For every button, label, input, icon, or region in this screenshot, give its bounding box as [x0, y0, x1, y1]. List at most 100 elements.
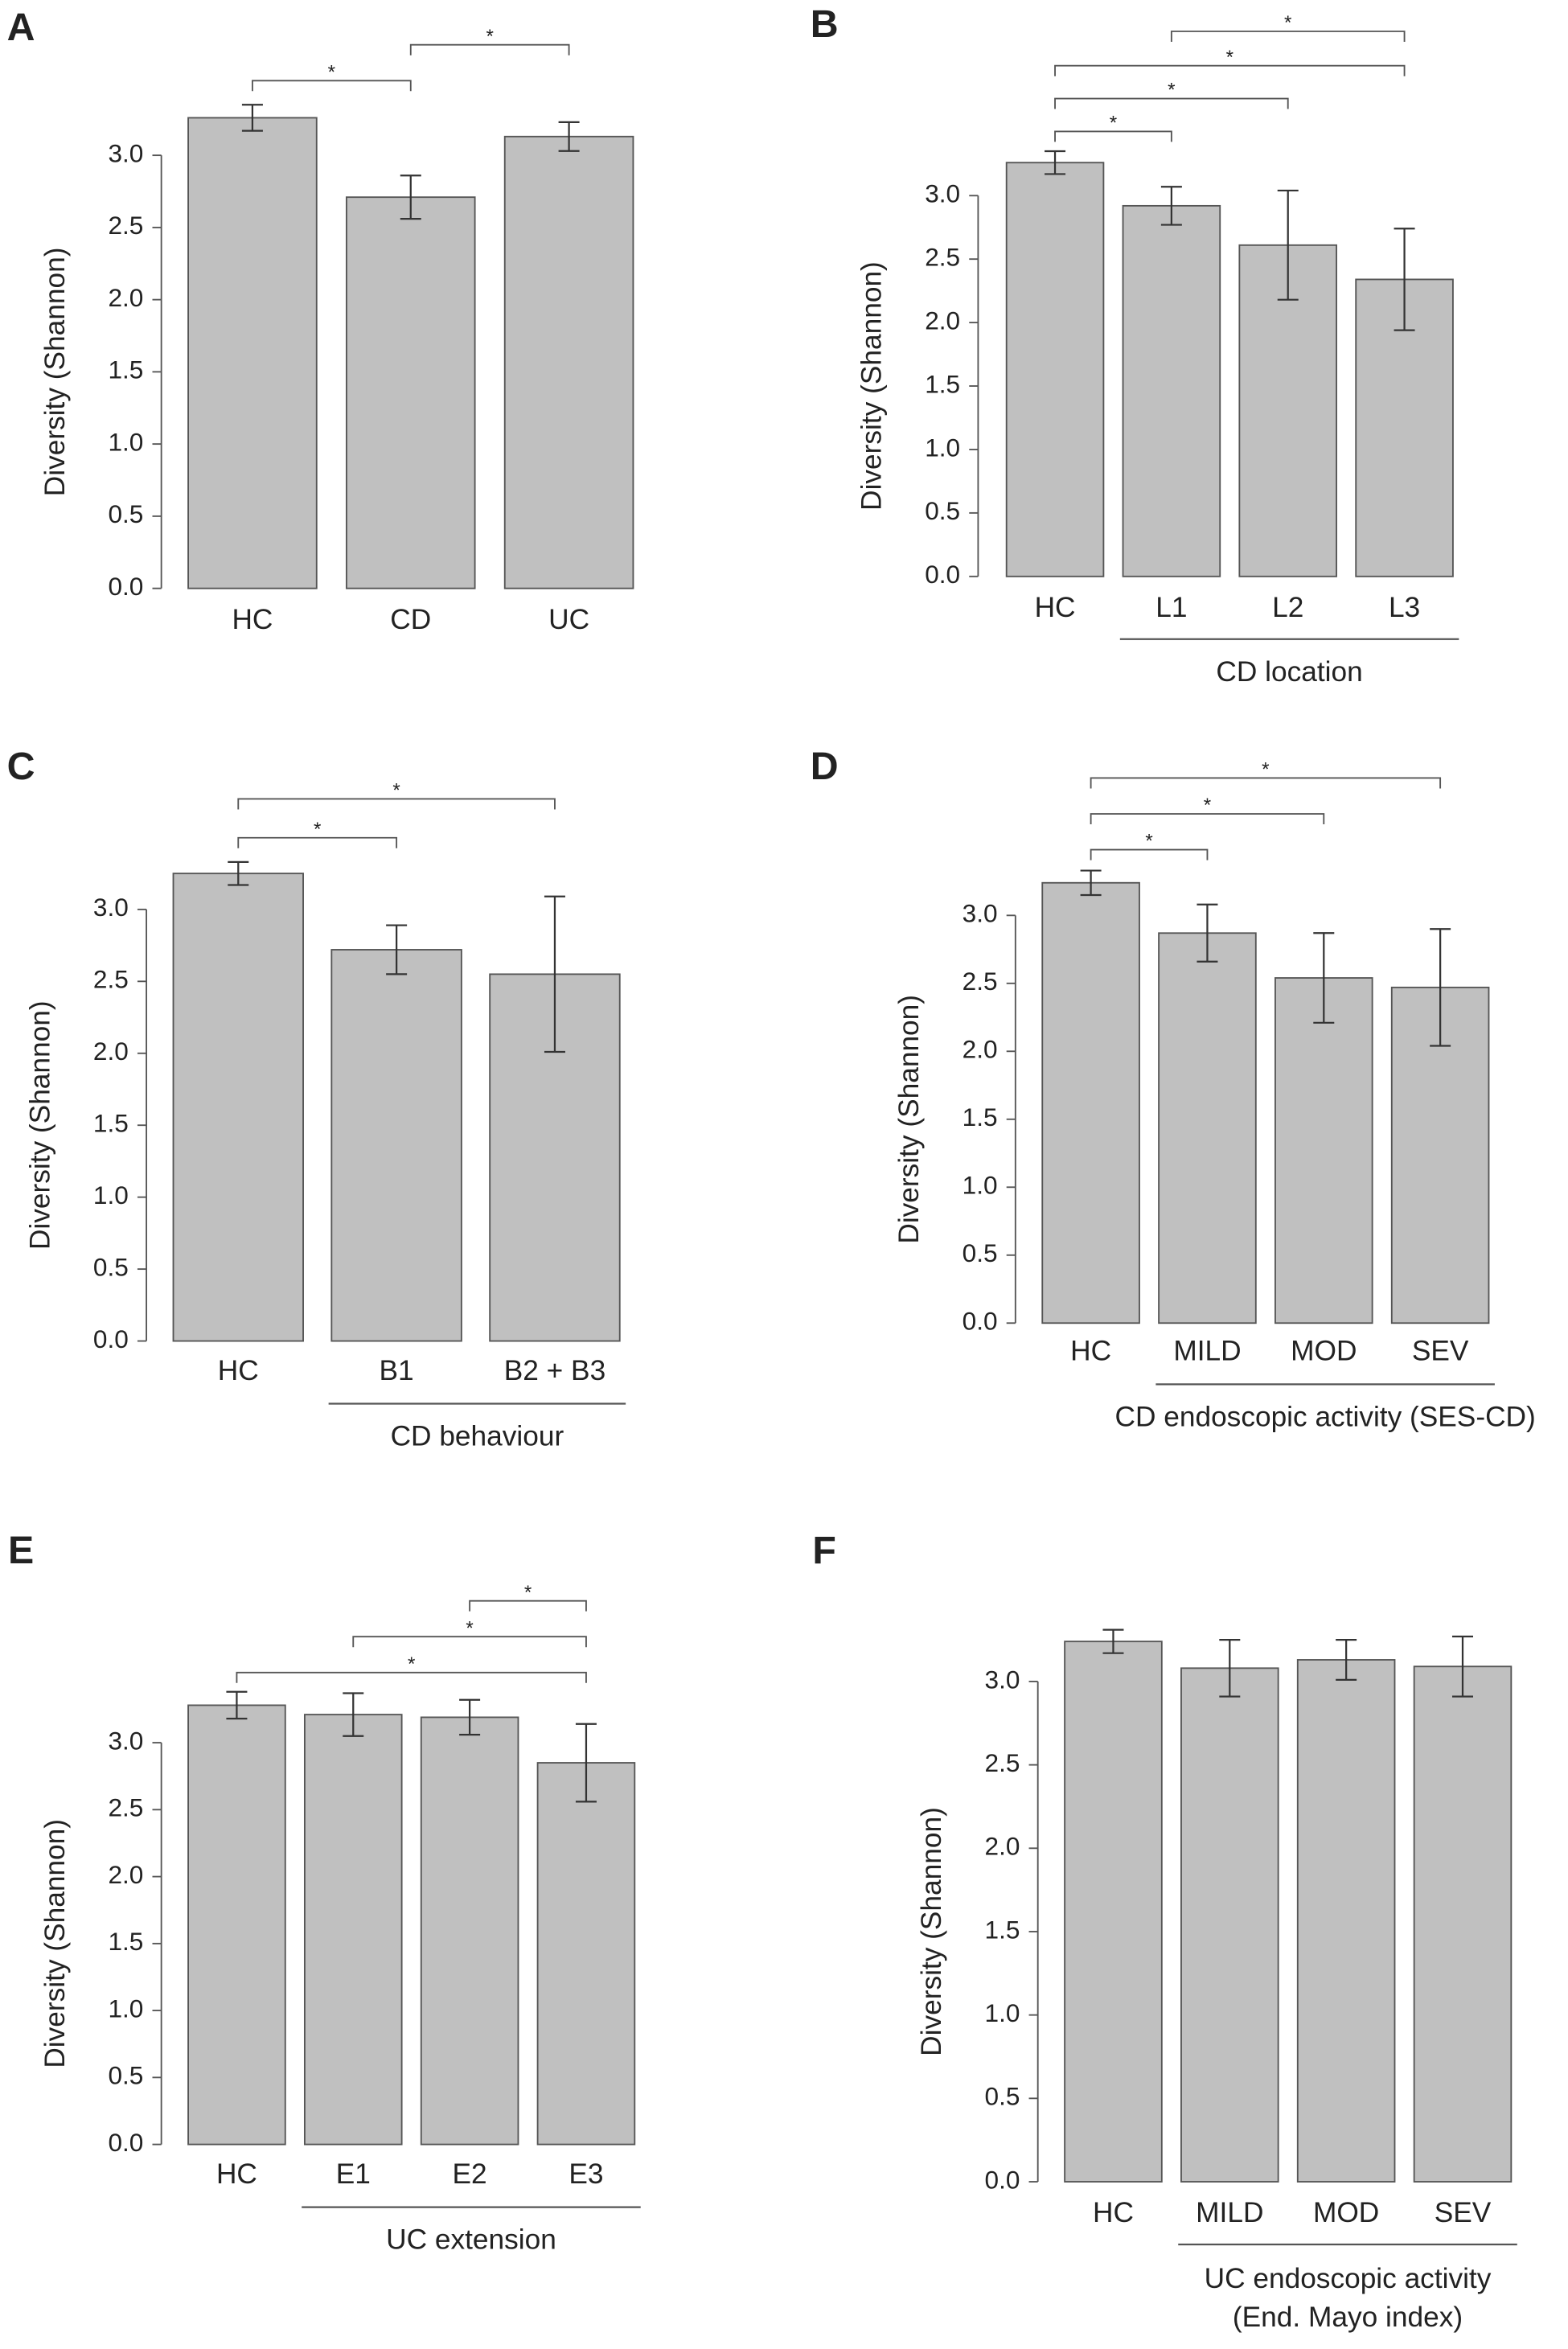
x-tick-label: E1	[336, 2158, 371, 2190]
y-tick-label: 2.5	[925, 243, 960, 272]
significance-bracket	[1170, 31, 1406, 42]
error-bar	[1430, 928, 1451, 1047]
group-label: UC extension	[386, 2224, 556, 2256]
significance-label: *	[524, 1582, 532, 1604]
y-tick-label: 3.0	[93, 893, 129, 922]
y-tick-label: 0.5	[109, 499, 144, 528]
bar	[1413, 1665, 1513, 2183]
error-bar	[1313, 932, 1335, 1024]
y-tick-label: 0.5	[925, 496, 960, 525]
bar	[1296, 1659, 1396, 2183]
significance-label: *	[1226, 47, 1234, 68]
significance-label: *	[1145, 831, 1153, 852]
bar	[330, 949, 462, 1342]
y-tick-label: 0.0	[93, 1324, 129, 1353]
y-tick-label: 1.5	[963, 1103, 998, 1131]
panel-label: D	[811, 745, 839, 788]
group-label: CD endoscopic activity (SES-CD)	[1115, 1401, 1536, 1432]
y-tick-label: 3.0	[925, 179, 960, 208]
x-tick-label: L3	[1389, 592, 1420, 623]
y-tick-label: 1.0	[109, 1994, 144, 2023]
significance-label: *	[486, 26, 494, 47]
significance-bracket	[1054, 64, 1406, 76]
y-tick-label: 2.0	[985, 1832, 1020, 1861]
error-bar	[1080, 869, 1102, 897]
error-bar	[1045, 150, 1066, 175]
bar	[536, 1762, 636, 2146]
panel-label: A	[7, 6, 35, 49]
x-tick-label: MILD	[1173, 1336, 1241, 1367]
significance-bracket	[469, 1600, 587, 1612]
bar	[420, 1716, 519, 2146]
panel-label: E	[8, 1529, 34, 1572]
y-tick-label: 0.0	[925, 560, 960, 589]
significance-bracket	[1054, 130, 1172, 142]
x-tick-label: SEV	[1435, 2197, 1492, 2228]
error-bar	[544, 895, 565, 1053]
y-tick-label: 1.0	[963, 1171, 998, 1200]
y-tick-label: 2.0	[963, 1035, 998, 1064]
bar	[1180, 1667, 1279, 2183]
y-tick-label: 1.5	[93, 1109, 129, 1138]
significance-label: *	[408, 1653, 416, 1675]
bar	[1275, 977, 1373, 1324]
x-tick-label: HC	[218, 1355, 259, 1386]
x-tick-label: MOD	[1313, 2197, 1379, 2228]
y-tick-label: 0.5	[93, 1252, 129, 1281]
x-tick-label: HC	[1035, 592, 1076, 623]
significance-bracket	[251, 80, 412, 92]
x-tick-label: L1	[1155, 592, 1187, 623]
significance-bracket	[237, 798, 556, 810]
error-bar	[575, 1723, 597, 1803]
y-tick-label: 2.0	[109, 1860, 144, 1889]
y-tick-label: 2.5	[109, 211, 144, 240]
y-tick-label: 0.0	[963, 1307, 998, 1336]
bar	[1064, 1641, 1163, 2183]
y-tick-label: 0.5	[109, 2061, 144, 2090]
error-bar	[400, 175, 421, 220]
significance-bracket	[1090, 777, 1442, 789]
group-label: CD location	[1216, 656, 1362, 688]
y-tick-label: 0.0	[109, 2128, 144, 2157]
y-axis-label: Diversity (Shannon)	[39, 248, 71, 497]
y-tick-label: 2.5	[985, 1748, 1020, 1777]
y-tick-label: 1.5	[109, 355, 144, 384]
y-axis-label: Diversity (Shannon)	[916, 1807, 947, 2056]
y-tick-label: 1.5	[985, 1915, 1020, 1944]
x-tick-label: HC	[1070, 1336, 1111, 1367]
panel-label: F	[812, 1529, 835, 1572]
panel-label: C	[7, 745, 35, 788]
y-tick-label: 1.0	[925, 433, 960, 462]
significance-bracket	[352, 1636, 587, 1648]
significance-label: *	[1204, 795, 1212, 816]
y-tick-label: 3.0	[109, 1726, 144, 1755]
significance-bracket	[236, 1671, 587, 1683]
error-bar	[228, 860, 249, 886]
error-bar	[1451, 1635, 1473, 1698]
bar	[1041, 881, 1140, 1324]
y-tick-label: 1.0	[985, 1998, 1020, 2027]
y-tick-label: 0.0	[109, 572, 144, 601]
error-bar	[1336, 1638, 1357, 1681]
bar	[187, 117, 318, 589]
y-tick-label: 3.0	[963, 899, 998, 928]
error-bar	[1197, 903, 1218, 963]
x-tick-label: HC	[232, 604, 273, 635]
y-tick-label: 0.0	[985, 2165, 1020, 2194]
bar	[503, 135, 634, 589]
x-tick-label: B1	[380, 1355, 414, 1386]
significance-label: *	[1168, 80, 1176, 101]
y-tick-label: 2.5	[93, 965, 129, 994]
significance-label: *	[1284, 12, 1292, 34]
significance-bracket	[237, 836, 398, 848]
x-tick-label: UC	[548, 604, 589, 635]
x-tick-label: E2	[453, 2158, 487, 2190]
y-axis-label: Diversity (Shannon)	[893, 995, 925, 1244]
y-tick-label: 3.0	[985, 1665, 1020, 1694]
bar	[187, 1704, 286, 2146]
bar	[1122, 204, 1221, 577]
y-tick-label: 0.5	[963, 1238, 998, 1267]
x-tick-label: L2	[1272, 592, 1303, 623]
error-bar	[459, 1698, 481, 1736]
